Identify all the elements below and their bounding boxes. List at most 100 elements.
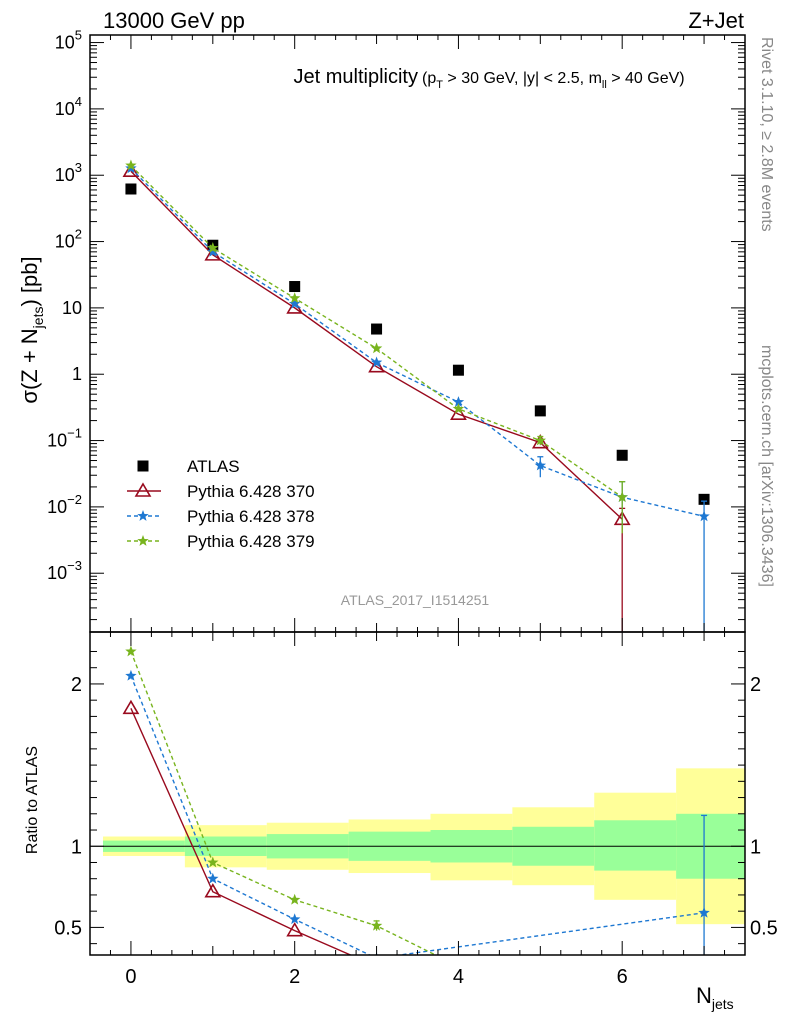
ratio-point-pythia-6-428-370-2 bbox=[286, 922, 304, 937]
main-title-cuts: (pT > 30 GeV, |y| < 2.5, mll > 40 GeV) bbox=[422, 70, 685, 91]
ratio-ytick-label-left-2: 2 bbox=[71, 674, 82, 696]
main-ytick-label-6: 10−1 bbox=[47, 426, 82, 451]
main-point-pythia-6-428-370-4 bbox=[450, 405, 467, 420]
main-ytick-base-6: 10 bbox=[47, 431, 67, 451]
main-ytick-base-5: 1 bbox=[72, 364, 82, 384]
main-ytick-base-3: 10 bbox=[55, 232, 75, 252]
ratio-point-pythia-6-428-379-3 bbox=[370, 919, 383, 931]
main-point-pythia-6-428-379-4 bbox=[452, 402, 465, 414]
x-axis-label: Njets bbox=[696, 983, 734, 1012]
ratio-point-pythia-6-428-378-4 bbox=[698, 906, 710, 918]
main-ytick-label-1: 104 bbox=[55, 94, 82, 119]
ratio-point-pythia-6-428-378-2 bbox=[288, 913, 301, 925]
ratio-y-label: Ratio to ATLAS bbox=[24, 746, 41, 854]
ratio-point-pythia-6-428-370-1 bbox=[204, 883, 222, 898]
ratio-point-pythia-6-428-378-0 bbox=[125, 669, 137, 681]
legend-label-pythia-6-428-370: Pythia 6.428 370 bbox=[187, 482, 315, 501]
main-point-atlas-2 bbox=[289, 281, 301, 293]
main-ytick-label-5: 1 bbox=[72, 364, 82, 384]
main-ytick-base-1: 10 bbox=[55, 99, 75, 119]
main-point-pythia-6-428-379-5 bbox=[534, 434, 547, 446]
legend: ATLAS Pythia 6.428 370 Pythia 6.428 378 Pyt… bbox=[127, 457, 315, 551]
main-title: Jet multiplicity (pT > 30 GeV, |y| < 2.5… bbox=[294, 66, 685, 91]
ratio-point-pythia-6-428-370-3 bbox=[370, 959, 384, 971]
x-tick-label-0: 0 bbox=[125, 966, 136, 988]
main-point-pythia-6-428-378-4 bbox=[452, 396, 465, 407]
ratio-point-pythia-6-428-378-1 bbox=[207, 872, 219, 884]
main-point-pythia-6-428-370-0 bbox=[122, 162, 140, 177]
legend-label-pythia-6-428-378: Pythia 6.428 378 bbox=[187, 507, 315, 526]
main-ytick-exp-3: 2 bbox=[75, 227, 82, 242]
legend-marker-atlas bbox=[137, 460, 149, 472]
ratio-series-pythia-6-428-370 bbox=[122, 699, 384, 971]
analysis-watermark: ATLAS_2017_I1514251 bbox=[341, 592, 490, 608]
ratio-ytick-label-right-1: 1 bbox=[750, 836, 761, 858]
main-point-atlas-4 bbox=[452, 364, 464, 376]
main-series-pythia-6-428-379 bbox=[125, 159, 628, 534]
main-point-atlas-6 bbox=[616, 449, 628, 461]
ratio-point-pythia-6-428-379-2 bbox=[288, 893, 301, 905]
main-point-pythia-6-428-370-5 bbox=[531, 434, 549, 449]
main-point-pythia-6-428-379-2 bbox=[288, 292, 301, 304]
main-ytick-exp-7: −2 bbox=[67, 492, 82, 507]
main-ytick-label-4: 10 bbox=[62, 298, 82, 318]
legend-marker-pythia-6-428-370 bbox=[134, 482, 152, 497]
main-point-pythia-6-428-379-0 bbox=[125, 159, 137, 171]
main-point-pythia-6-428-379-6 bbox=[616, 491, 628, 503]
legend-marker-pythia-6-428-378 bbox=[137, 510, 149, 521]
main-point-pythia-6-428-379-3 bbox=[370, 342, 383, 354]
main-point-pythia-6-428-370-3 bbox=[368, 358, 385, 373]
main-ytick-base-7: 10 bbox=[47, 497, 67, 517]
main-point-pythia-6-428-378-5 bbox=[534, 459, 547, 471]
ratio-line-pythia-6-428-370 bbox=[130, 708, 353, 955]
main-ytick-exp-6: −1 bbox=[67, 426, 82, 441]
ratio-panel: 0 2 4 6 0.5 0.5 1 1 2 2 bbox=[54, 35, 778, 988]
main-ytick-label-2: 103 bbox=[55, 160, 82, 185]
main-point-atlas-3 bbox=[371, 323, 383, 335]
main-ytick-base-8: 10 bbox=[47, 563, 67, 583]
ratio-series-pythia-6-428-379 bbox=[125, 645, 438, 955]
main-point-pythia-6-428-378-3 bbox=[370, 356, 383, 368]
legend-label-atlas: ATLAS bbox=[187, 457, 240, 476]
ratio-point-pythia-6-428-379-0 bbox=[125, 645, 137, 657]
main-point-atlas-0 bbox=[125, 183, 137, 195]
main-ytick-label-0: 105 bbox=[55, 28, 82, 53]
main-ytick-base-4: 10 bbox=[62, 298, 82, 318]
ratio-y-ticks: 0.5 0.5 1 1 2 2 bbox=[54, 650, 778, 945]
x-tick-label-2: 4 bbox=[453, 966, 464, 988]
ratio-point-pythia-6-428-370-0 bbox=[122, 699, 140, 715]
ratio-ytick-label-left-0: 0.5 bbox=[54, 917, 82, 939]
rivet-label: Rivet 3.1.10, ≥ 2.8M events bbox=[758, 37, 775, 232]
main-ytick-label-3: 102 bbox=[55, 227, 82, 252]
band-inner-6 bbox=[594, 820, 677, 871]
main-point-atlas-5 bbox=[534, 405, 546, 417]
main-ytick-exp-2: 3 bbox=[75, 160, 82, 175]
main-ytick-exp-0: 5 bbox=[75, 28, 82, 43]
main-point-pythia-6-428-379-1 bbox=[207, 241, 219, 253]
ratio-ytick-label-left-1: 1 bbox=[71, 836, 82, 858]
ratio-ytick-label-right-2: 2 bbox=[750, 674, 761, 696]
main-title-text: Jet multiplicity bbox=[294, 66, 418, 88]
main-ytick-exp-1: 4 bbox=[75, 94, 82, 109]
main-ytick-label-8: 10−3 bbox=[47, 558, 82, 583]
main-ytick-base-0: 10 bbox=[55, 33, 75, 53]
legend-label-pythia-6-428-379: Pythia 6.428 379 bbox=[187, 532, 315, 551]
main-point-pythia-6-428-378-2 bbox=[288, 297, 301, 309]
ratio-point-pythia-6-428-379-1 bbox=[207, 856, 219, 868]
main-ytick-base-2: 10 bbox=[55, 165, 75, 185]
main-ytick-exp-8: −3 bbox=[67, 558, 82, 573]
main-point-atlas-7 bbox=[698, 493, 710, 505]
header-left: 13000 GeV pp bbox=[103, 8, 245, 33]
ratio-ytick-label-right-0: 0.5 bbox=[750, 917, 778, 939]
header-right: Z+Jet bbox=[688, 8, 744, 33]
main-point-pythia-6-428-378-1 bbox=[207, 245, 219, 257]
main-point-pythia-6-428-378-7 bbox=[698, 510, 710, 522]
x-tick-label-1: 2 bbox=[289, 966, 300, 988]
legend-marker-pythia-6-428-379 bbox=[137, 535, 149, 546]
x-ticks: 0 2 4 6 bbox=[89, 35, 746, 988]
main-y-label: σ(Z + Njets) [pb] bbox=[17, 256, 46, 403]
main-ytick-label-7: 10−2 bbox=[47, 492, 82, 517]
